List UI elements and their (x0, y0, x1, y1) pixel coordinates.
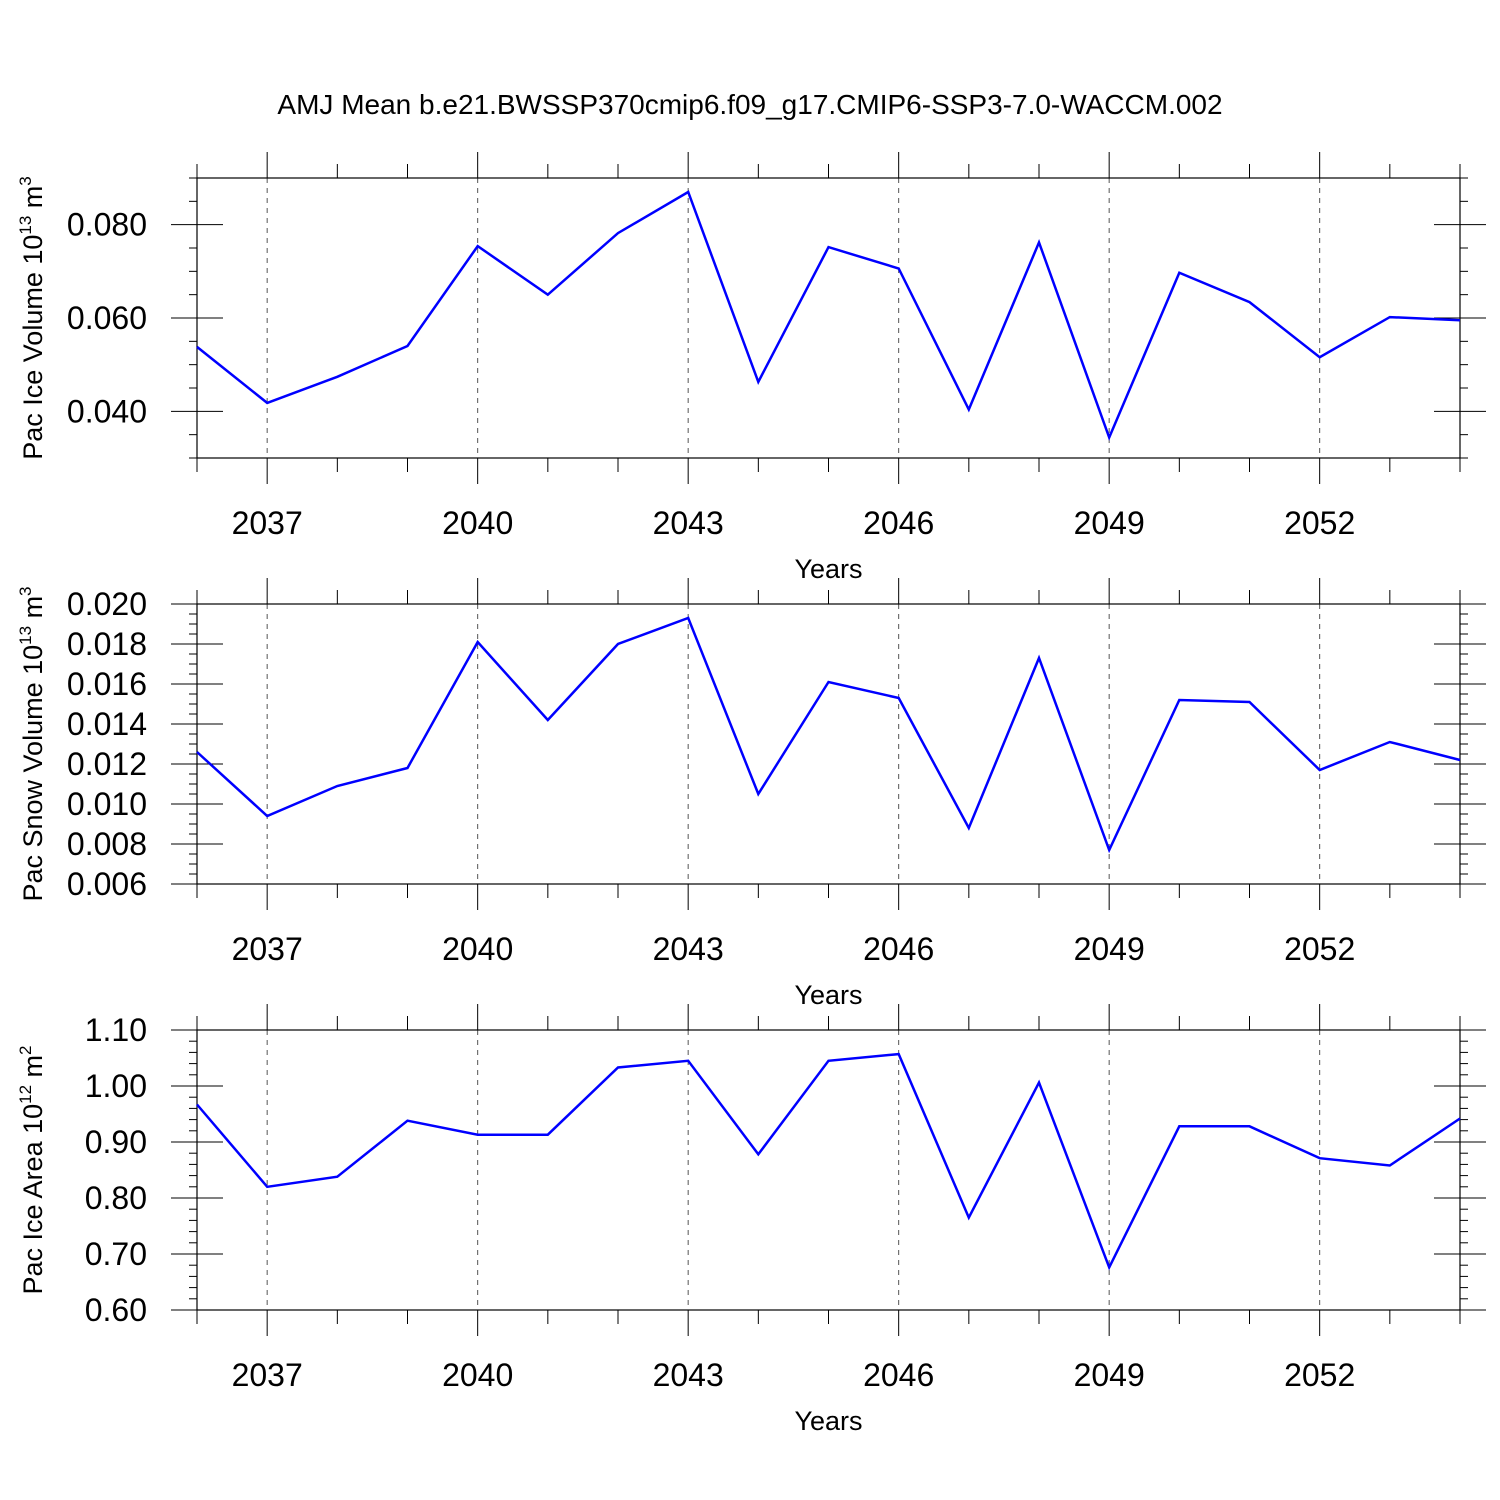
y-axis-label-superscript: 3 (16, 176, 35, 185)
x-axis-label: Years (794, 1406, 862, 1436)
y-axis-label-superscript: 13 (16, 216, 35, 235)
y-axis-label: Pac Ice Area 1012 m2 (16, 1045, 48, 1294)
panel-2: 0.006 0.008 0.010 0.012 0.014 0.016 0.018 0.020… (16, 578, 1486, 1010)
y-axis-label: Pac Snow Volume 1013 m3 (16, 586, 48, 901)
y-tick-label: 0.018 (67, 626, 147, 662)
x-tick-label-2043: 2043 (653, 931, 724, 967)
plot-frame (196, 1029, 1461, 1311)
y-axis-label-text: m (18, 1055, 48, 1085)
x-axis-label: Years (794, 554, 862, 584)
y-tick-label: 1.10 (85, 1012, 147, 1048)
x-tick-label-2040: 2040 (442, 1357, 513, 1393)
y-axis-label-text: Pac Snow Volume 10 (18, 645, 48, 902)
y-tick-label: 0.080 (67, 207, 147, 243)
y-axis-label-superscript: 3 (16, 586, 35, 595)
x-tick-label-2040: 2040 (442, 505, 513, 541)
y-tick-label: 0.060 (67, 300, 147, 336)
panels: 0.040 0.060 0.080 2037 2040 2043 2046 2049 2052 Y… (16, 152, 1486, 1436)
x-tick-label-2052: 2052 (1284, 505, 1355, 541)
y-tick-label: 0.012 (67, 746, 147, 782)
y-tick-label: 0.90 (85, 1124, 147, 1160)
x-tick-label-2052: 2052 (1284, 931, 1355, 967)
y-axis-label-superscript: 2 (16, 1045, 35, 1054)
y-axis-label-text: m (18, 596, 48, 626)
x-tick-label-2043: 2043 (653, 505, 724, 541)
y-tick-label: 0.020 (67, 586, 147, 622)
x-tick-label-2037: 2037 (232, 1357, 303, 1393)
y-tick-label: 0.010 (67, 786, 147, 822)
y-tick-label: 1.00 (85, 1068, 147, 1104)
x-tick-label-2049: 2049 (1074, 505, 1145, 541)
y-tick-label: 0.70 (85, 1236, 147, 1272)
y-axis-label-superscript: 13 (16, 626, 35, 645)
x-axis-label: Years (794, 980, 862, 1010)
y-tick-label: 0.014 (67, 706, 147, 742)
x-tick-label-2049: 2049 (1074, 931, 1145, 967)
panel-1: 0.040 0.060 0.080 2037 2040 2043 2046 2049 2052 Y… (16, 152, 1486, 584)
y-axis-label-text: m (18, 186, 48, 216)
series-line-1 (196, 190, 1461, 441)
x-tick-label-2049: 2049 (1074, 1357, 1145, 1393)
x-tick-label-2046: 2046 (863, 505, 934, 541)
x-tick-label-2037: 2037 (232, 505, 303, 541)
y-axis-label-text: Pac Ice Area 10 (18, 1104, 48, 1295)
y-tick-label: 0.80 (85, 1180, 147, 1216)
series-line-2 (196, 616, 1461, 854)
y-tick-label: 0.006 (67, 866, 147, 902)
plot-frame (196, 603, 1461, 885)
y-axis-label: Pac Ice Volume 1013 m3 (16, 176, 48, 460)
y-tick-label: 0.040 (67, 393, 147, 429)
series-line-3 (196, 1052, 1461, 1271)
plot-frame (196, 177, 1461, 459)
x-tick-label-2040: 2040 (442, 931, 513, 967)
y-tick-label: 0.016 (67, 666, 147, 702)
y-axis-label-text: Pac Ice Volume 10 (18, 235, 48, 460)
panel-3: 0.60 0.70 0.80 0.90 1.00 1.10 2037 2040 2043 2046… (16, 1004, 1486, 1436)
y-axis-label-superscript: 12 (16, 1085, 35, 1104)
y-tick-label: 0.008 (67, 826, 147, 862)
x-tick-label-2046: 2046 (863, 1357, 934, 1393)
x-tick-label-2046: 2046 (863, 931, 934, 967)
figure-title: AMJ Mean b.e21.BWSSP370cmip6.f09_g17.CMI… (277, 89, 1222, 120)
x-tick-label-2037: 2037 (232, 931, 303, 967)
x-tick-label-2052: 2052 (1284, 1357, 1355, 1393)
y-tick-label: 0.60 (85, 1292, 147, 1328)
x-tick-label-2043: 2043 (653, 1357, 724, 1393)
